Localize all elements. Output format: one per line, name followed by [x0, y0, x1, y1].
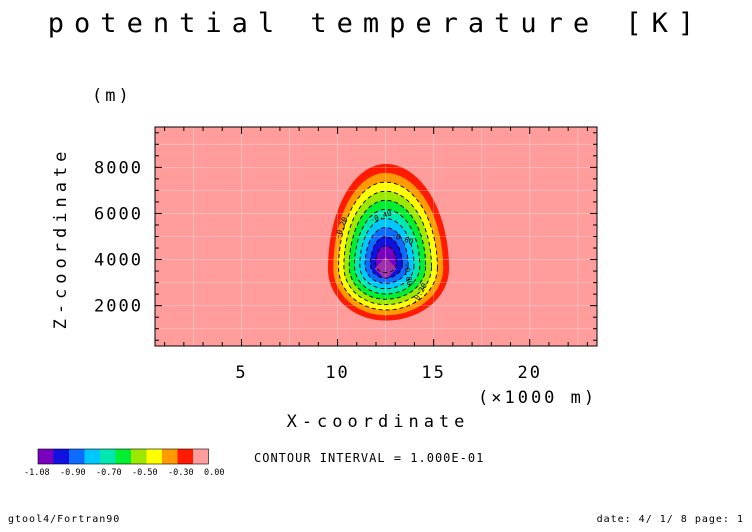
colorbar-swatch	[38, 449, 54, 464]
chart-title: potential temperature [K]	[47, 8, 705, 39]
contour-label: -0.80	[402, 262, 415, 286]
y-axis-label: Z-coordinate	[51, 146, 71, 330]
colorbar-tick-label: -1.08	[24, 468, 50, 478]
colorbar-swatch	[53, 449, 69, 464]
colorbar-swatch	[146, 449, 162, 464]
footer-date-page: date: 4/ 1/ 8 page: 1	[596, 514, 744, 525]
colorbar-swatch	[131, 449, 147, 464]
x-axis-label: X-coordinate	[286, 412, 470, 432]
x-tick-label: 5	[235, 363, 247, 383]
colorbar-swatch	[162, 449, 178, 464]
colorbar-swatch	[69, 449, 85, 464]
contour-interval-text: CONTOUR INTERVAL = 1.000E-01	[254, 451, 485, 465]
minimum-cell	[374, 256, 397, 280]
x-tick-label: 20	[517, 363, 541, 383]
colorbar-swatch	[193, 449, 209, 464]
colorbar-tick-label: 0.00	[204, 468, 224, 478]
colorbar-tick-label: -0.90	[60, 468, 86, 478]
contour-line	[359, 218, 415, 290]
z-tick-label: 8000	[94, 158, 143, 178]
x-tick-label: 10	[325, 363, 349, 383]
colorbar-tick-label: -0.70	[96, 468, 122, 478]
contour-line	[364, 227, 409, 284]
contour-line	[375, 245, 397, 274]
z-tick-label: 2000	[94, 297, 143, 317]
y-axis-unit: (m)	[92, 86, 132, 106]
colorbar-tick-label: -0.30	[168, 468, 194, 478]
x-tick-label: 15	[421, 363, 445, 383]
contour-line	[348, 199, 427, 300]
colorbar-swatch	[177, 449, 193, 464]
z-tick-label: 6000	[94, 204, 143, 224]
colorbar-swatch	[115, 449, 131, 464]
contour-line	[354, 208, 421, 295]
footer-program: gtool4/Fortran90	[8, 514, 121, 525]
colorbar-swatch	[100, 449, 116, 464]
z-tick-label: 4000	[94, 251, 143, 271]
colorbar-frame	[37, 448, 209, 465]
colorbar-swatch	[84, 449, 100, 464]
contour-line	[369, 236, 403, 279]
contour-line	[343, 190, 432, 306]
colorbar-tick-label: -0.50	[132, 468, 158, 478]
x-axis-unit: (×1000 m)	[478, 388, 598, 408]
